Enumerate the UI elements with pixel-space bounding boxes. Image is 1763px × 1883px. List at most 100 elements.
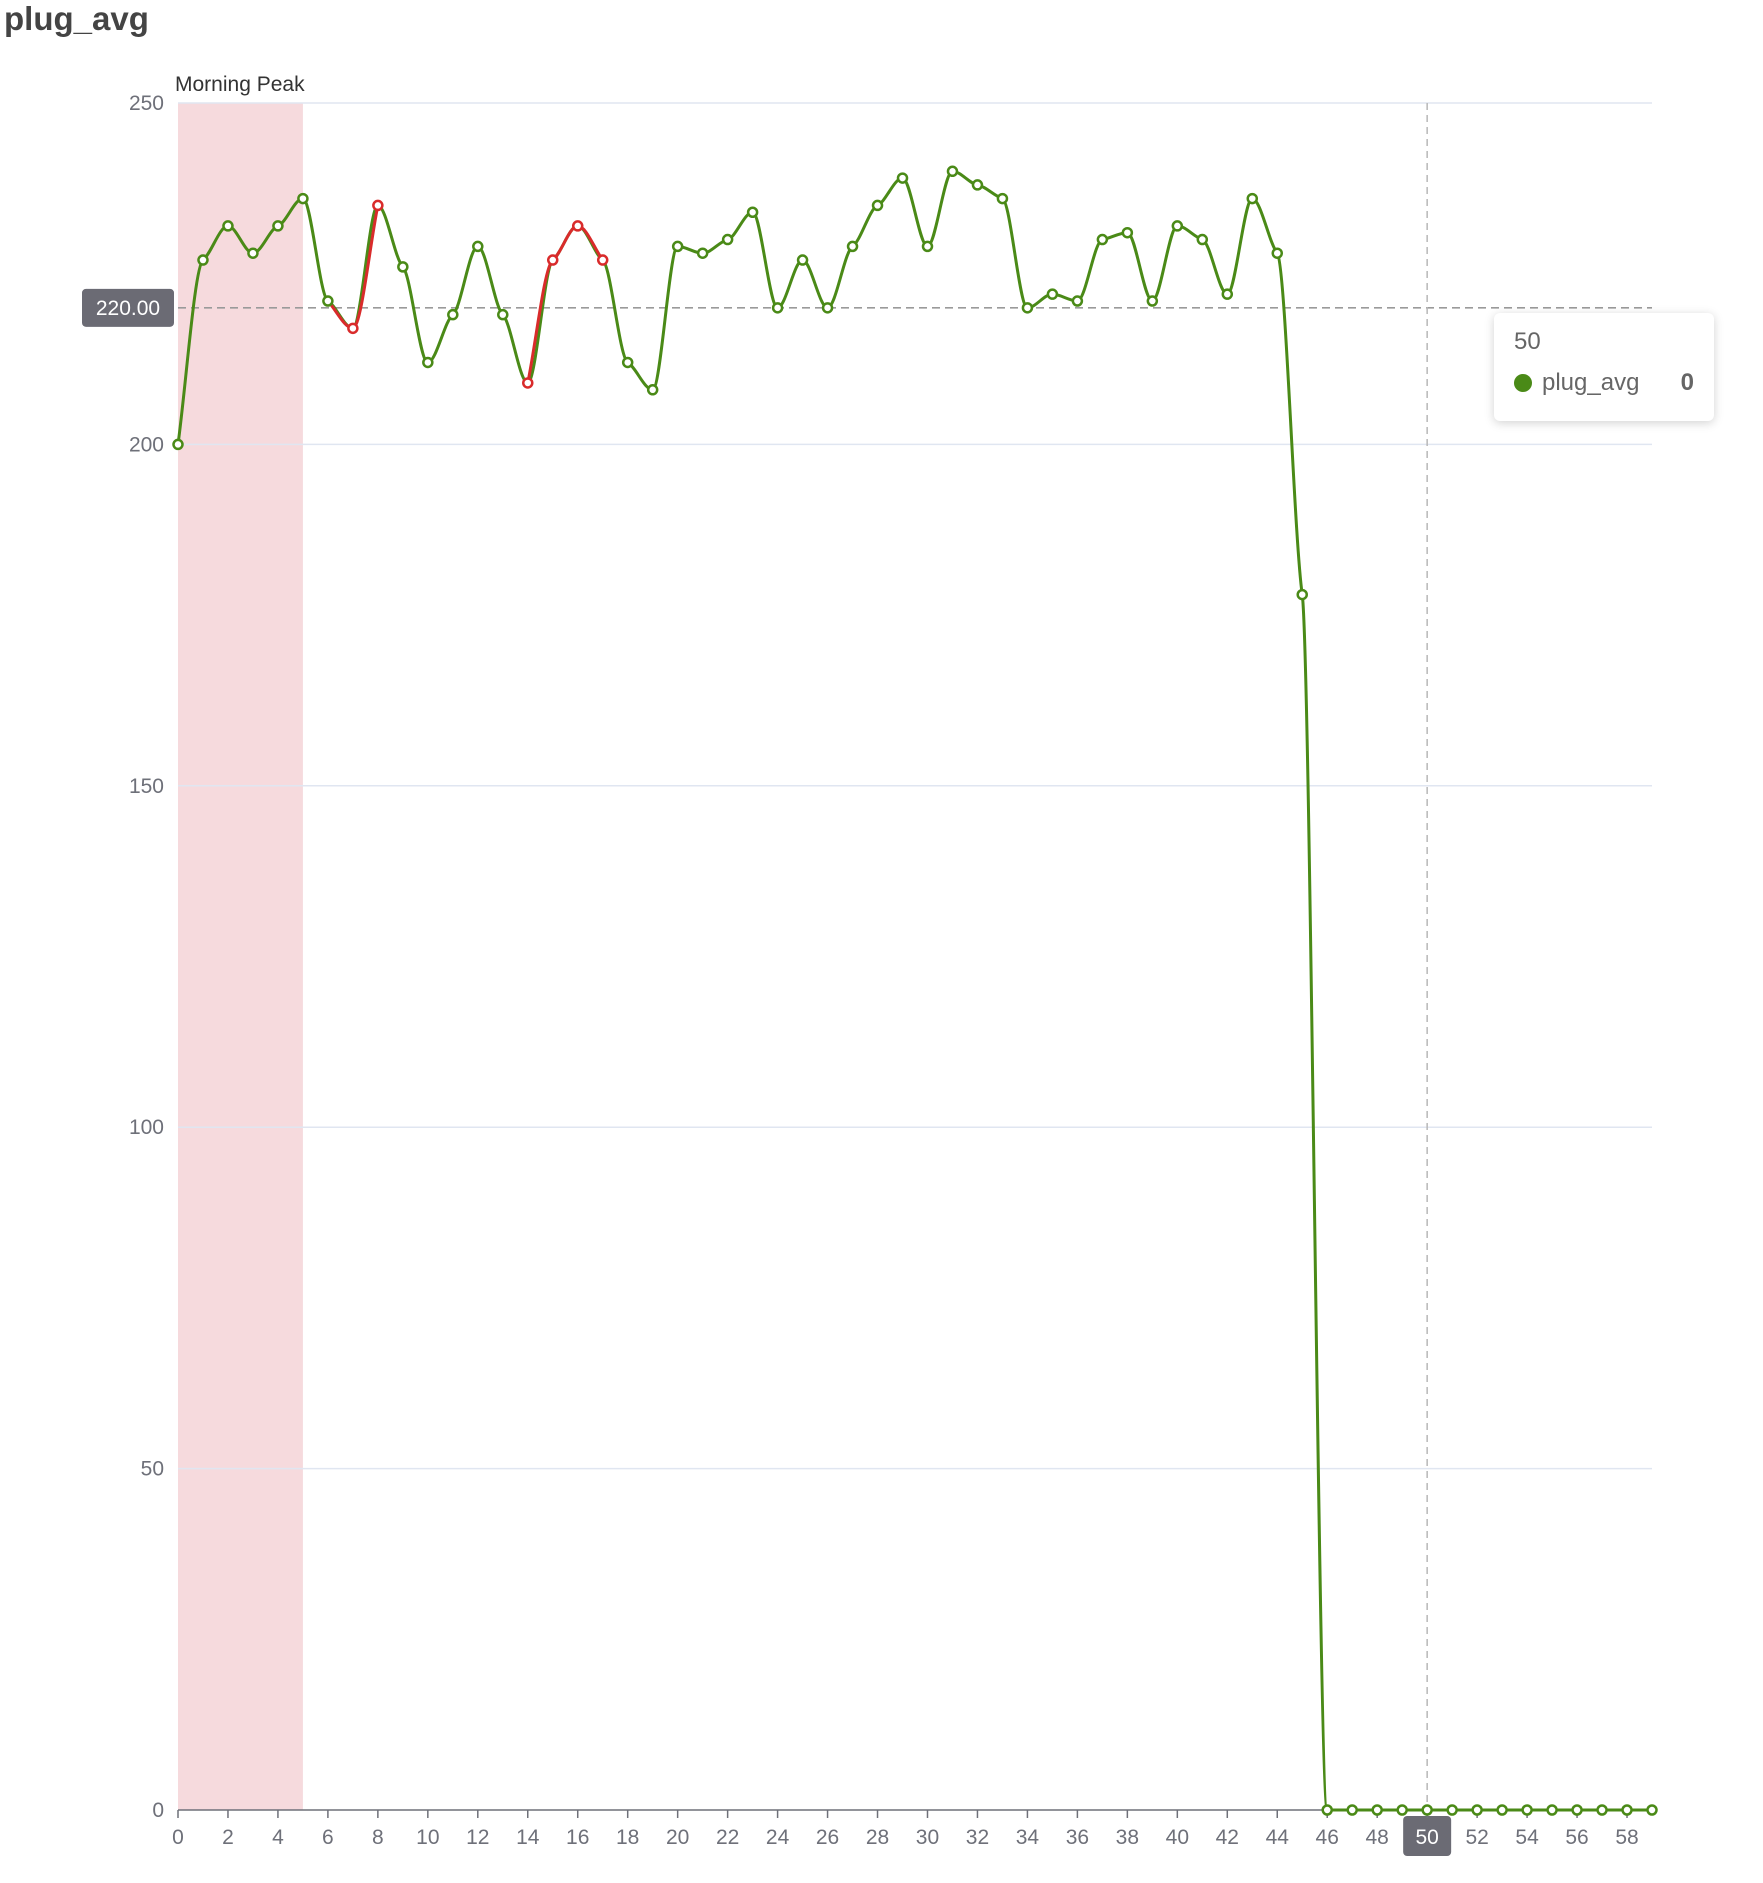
data-point <box>1221 288 1234 300</box>
data-point <box>1196 233 1209 246</box>
series-layer <box>176 169 1652 1812</box>
data-point <box>1471 1804 1483 1816</box>
y-tick-label: 50 <box>141 1458 164 1481</box>
data-point <box>796 254 809 266</box>
x-tick-label: 58 <box>1615 1826 1638 1849</box>
data-point <box>1096 233 1109 246</box>
data-point <box>372 199 384 212</box>
x-tick-label: 44 <box>1266 1826 1290 1849</box>
data-point <box>1171 220 1184 232</box>
x-axis: 0 2 4 6 8 10 12 14 16 18 20 22 24 26 28 30 32 34 36 38 40 42 4… <box>172 1809 1652 1849</box>
x-tick-label: 36 <box>1066 1826 1089 1849</box>
data-point <box>821 302 834 314</box>
x-tick-label: 40 <box>1166 1826 1189 1849</box>
data-point <box>1596 1804 1608 1816</box>
data-point <box>1371 1804 1383 1816</box>
x-tick-label: 6 <box>322 1826 334 1849</box>
data-point <box>297 192 309 205</box>
x-tick-label: 46 <box>1316 1826 1339 1849</box>
data-point <box>771 302 784 314</box>
data-point <box>1646 1804 1658 1816</box>
threshold-layer: 220.00 <box>82 288 1652 327</box>
data-points <box>172 165 1658 1816</box>
data-point <box>971 179 984 191</box>
data-point <box>1521 1804 1533 1816</box>
axis-pointer-layer: 50 <box>1403 103 1452 1856</box>
series-line-highlight <box>526 224 604 384</box>
threshold-label: 220.00 <box>96 297 160 320</box>
x-tick-label: 30 <box>916 1826 939 1849</box>
data-point <box>447 308 459 321</box>
tooltip: 50 plug_avg 0 <box>1494 313 1714 421</box>
data-point <box>347 322 359 335</box>
data-point <box>671 240 684 253</box>
data-point <box>1046 288 1059 300</box>
data-point <box>1396 1804 1408 1816</box>
x-tick-label: 24 <box>766 1826 790 1849</box>
x-tick-label: 54 <box>1515 1826 1539 1849</box>
y-axis: 0 50 100 150 200 250 <box>129 92 164 1822</box>
data-point <box>571 220 584 232</box>
tooltip-value: 0 <box>1680 369 1694 396</box>
mark-area-label: Morning Peak <box>175 73 305 96</box>
x-tick-label: 26 <box>816 1826 839 1849</box>
x-tick-label: 32 <box>966 1826 989 1849</box>
data-point <box>646 384 659 396</box>
x-tick-label: 8 <box>372 1826 384 1849</box>
axis-pointer-label-box <box>1403 1816 1452 1856</box>
data-point <box>222 220 234 232</box>
data-point <box>1421 1804 1433 1816</box>
data-point <box>1021 302 1034 314</box>
data-point <box>921 240 934 253</box>
data-point <box>746 206 759 218</box>
y-tick-label: 0 <box>152 1799 164 1822</box>
data-point <box>846 240 859 253</box>
x-tick-label: 38 <box>1116 1826 1139 1849</box>
data-point <box>1271 247 1284 259</box>
threshold-label-box <box>82 288 174 327</box>
data-point <box>1546 1804 1558 1816</box>
data-point <box>397 261 409 273</box>
x-tick-label: 14 <box>516 1826 540 1849</box>
mark-area-layer <box>178 103 303 1810</box>
x-tick-label: 20 <box>666 1826 689 1849</box>
x-tick-label: 16 <box>566 1826 589 1849</box>
data-point <box>1571 1804 1583 1816</box>
data-point <box>197 254 209 266</box>
x-tick-label: 56 <box>1565 1826 1588 1849</box>
data-point <box>422 356 434 369</box>
chart-title: plug_avg <box>4 0 149 37</box>
y-tick-label: 200 <box>129 433 164 456</box>
series-line-plug-avg <box>176 169 1652 1812</box>
data-point <box>172 438 184 451</box>
data-point <box>696 247 709 259</box>
x-tick-label: 2 <box>222 1826 234 1849</box>
data-point <box>996 192 1009 205</box>
data-point <box>896 172 909 184</box>
data-point <box>272 220 284 232</box>
x-tick-label: 48 <box>1366 1826 1389 1849</box>
x-tick-label: 4 <box>272 1826 284 1849</box>
data-point <box>247 247 259 259</box>
x-tick-label: 10 <box>416 1826 439 1849</box>
grid-lines <box>178 102 1652 1470</box>
x-tick-label: 52 <box>1465 1826 1488 1849</box>
axis-pointer-label: 50 <box>1415 1826 1438 1849</box>
data-point <box>1346 1804 1358 1816</box>
y-tick-label: 150 <box>129 775 164 798</box>
data-point <box>1146 295 1159 307</box>
data-point <box>472 240 484 253</box>
data-point <box>1246 192 1259 205</box>
mark-area-band <box>178 103 303 1810</box>
data-point <box>596 254 609 266</box>
x-tick-label: 12 <box>466 1826 489 1849</box>
series-color-dot-icon <box>1514 374 1532 392</box>
chart-labels: Morning Peak <box>175 73 305 96</box>
x-tick-label: 18 <box>616 1826 639 1849</box>
data-point <box>621 356 634 369</box>
data-point <box>1296 588 1308 601</box>
tooltip-title: 50 <box>1514 328 1541 355</box>
y-tick-label: 250 <box>129 92 164 115</box>
data-point <box>322 295 334 307</box>
